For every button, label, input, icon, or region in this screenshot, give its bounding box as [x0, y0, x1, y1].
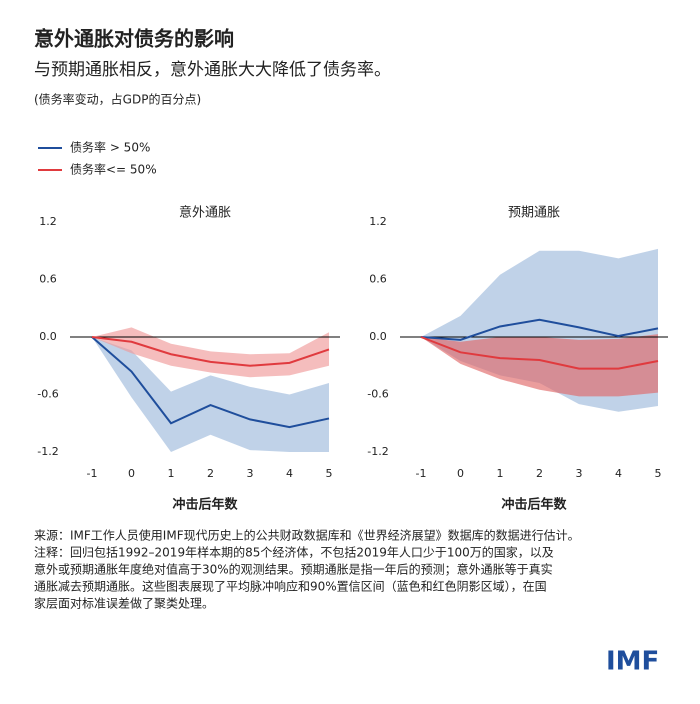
line	[91, 336, 330, 367]
panel-title: 预期通胀	[508, 206, 560, 221]
x-tick-label: 0	[457, 467, 464, 480]
x-tick-label: -1	[87, 467, 98, 480]
y-tick-label: -0.6	[367, 388, 388, 401]
note: 意外或预期通胀年度绝对值高于30%的观测结果。预期通胀是指一年后的预测；意外通胀…	[34, 562, 553, 577]
note: 家层面对标准误差做了聚类处理。	[34, 596, 214, 611]
x-tick-label: 1	[168, 467, 175, 480]
x-tick-label: 0	[128, 467, 135, 480]
title: 意外通胀对债务的影响	[34, 27, 234, 51]
y-tick-label: 0.0	[369, 330, 387, 343]
line	[420, 336, 659, 370]
unit: (债务率变动，占GDP的百分点)	[34, 92, 201, 107]
y-tick-label: -0.6	[37, 388, 58, 401]
x-tick-label: 4	[615, 467, 622, 480]
panel-title: 意外通胀	[179, 205, 231, 221]
note: 注释：回归包括1992–2019年样本期的85个经济体，不包括2019年人口少于…	[34, 545, 554, 560]
x-tick-label: -1	[416, 467, 427, 480]
x-tick-label: 3	[576, 467, 583, 480]
line	[91, 336, 330, 429]
legend-label: 债务率 > 50%	[70, 140, 150, 155]
y-tick-label: 0.0	[39, 330, 57, 343]
y-tick-label: -1.2	[37, 445, 58, 458]
x-tick-label: 5	[326, 467, 333, 480]
x-tick-label: 2	[536, 467, 543, 480]
note: 来源：IMF工作人员使用IMF现代历史上的公共财政数据库和《世界经济展望》数据库…	[34, 528, 580, 543]
y-tick-label: 1.2	[369, 215, 387, 228]
subtitle: 与预期通胀相反，意外通胀大大降低了债务率。	[34, 60, 391, 80]
x-axis-label: 冲击后年数	[172, 497, 238, 513]
line	[420, 318, 659, 341]
y-tick-label: 0.6	[369, 273, 387, 286]
y-tick-label: 0.6	[39, 273, 57, 286]
y-tick-label: 1.2	[39, 215, 57, 228]
note: 通胀减去预期通胀。这些图表展现了平均脉冲响应和90%置信区间（蓝色和红色阴影区域…	[34, 579, 547, 594]
logo: IMF	[606, 647, 659, 677]
x-tick-label: 2	[207, 467, 214, 480]
confidence-band	[421, 334, 658, 397]
y-tick-label: -1.2	[367, 445, 388, 458]
legend-label: 债务率<= 50%	[70, 162, 157, 177]
x-tick-label: 1	[497, 467, 504, 480]
x-tick-label: 3	[247, 467, 254, 480]
x-axis-label: 冲击后年数	[501, 497, 567, 513]
x-tick-label: 4	[286, 467, 293, 480]
x-tick-label: 5	[655, 467, 662, 480]
